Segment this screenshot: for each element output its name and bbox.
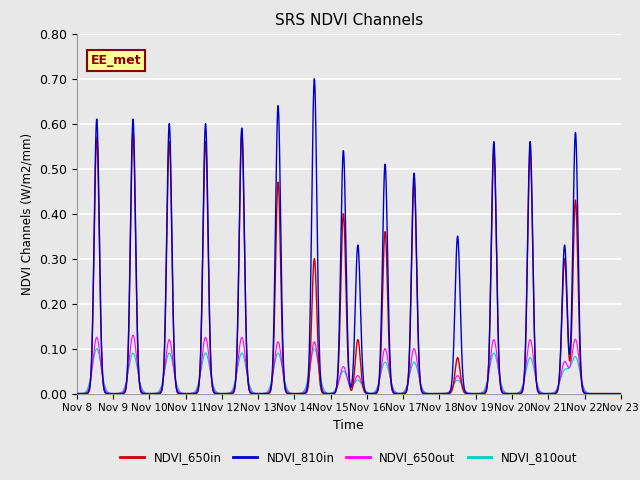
X-axis label: Time: Time xyxy=(333,419,364,432)
Legend: NDVI_650in, NDVI_810in, NDVI_650out, NDVI_810out: NDVI_650in, NDVI_810in, NDVI_650out, NDV… xyxy=(116,446,582,469)
Text: EE_met: EE_met xyxy=(90,54,141,67)
Title: SRS NDVI Channels: SRS NDVI Channels xyxy=(275,13,423,28)
Y-axis label: NDVI Channels (W/m2/mm): NDVI Channels (W/m2/mm) xyxy=(20,132,33,295)
